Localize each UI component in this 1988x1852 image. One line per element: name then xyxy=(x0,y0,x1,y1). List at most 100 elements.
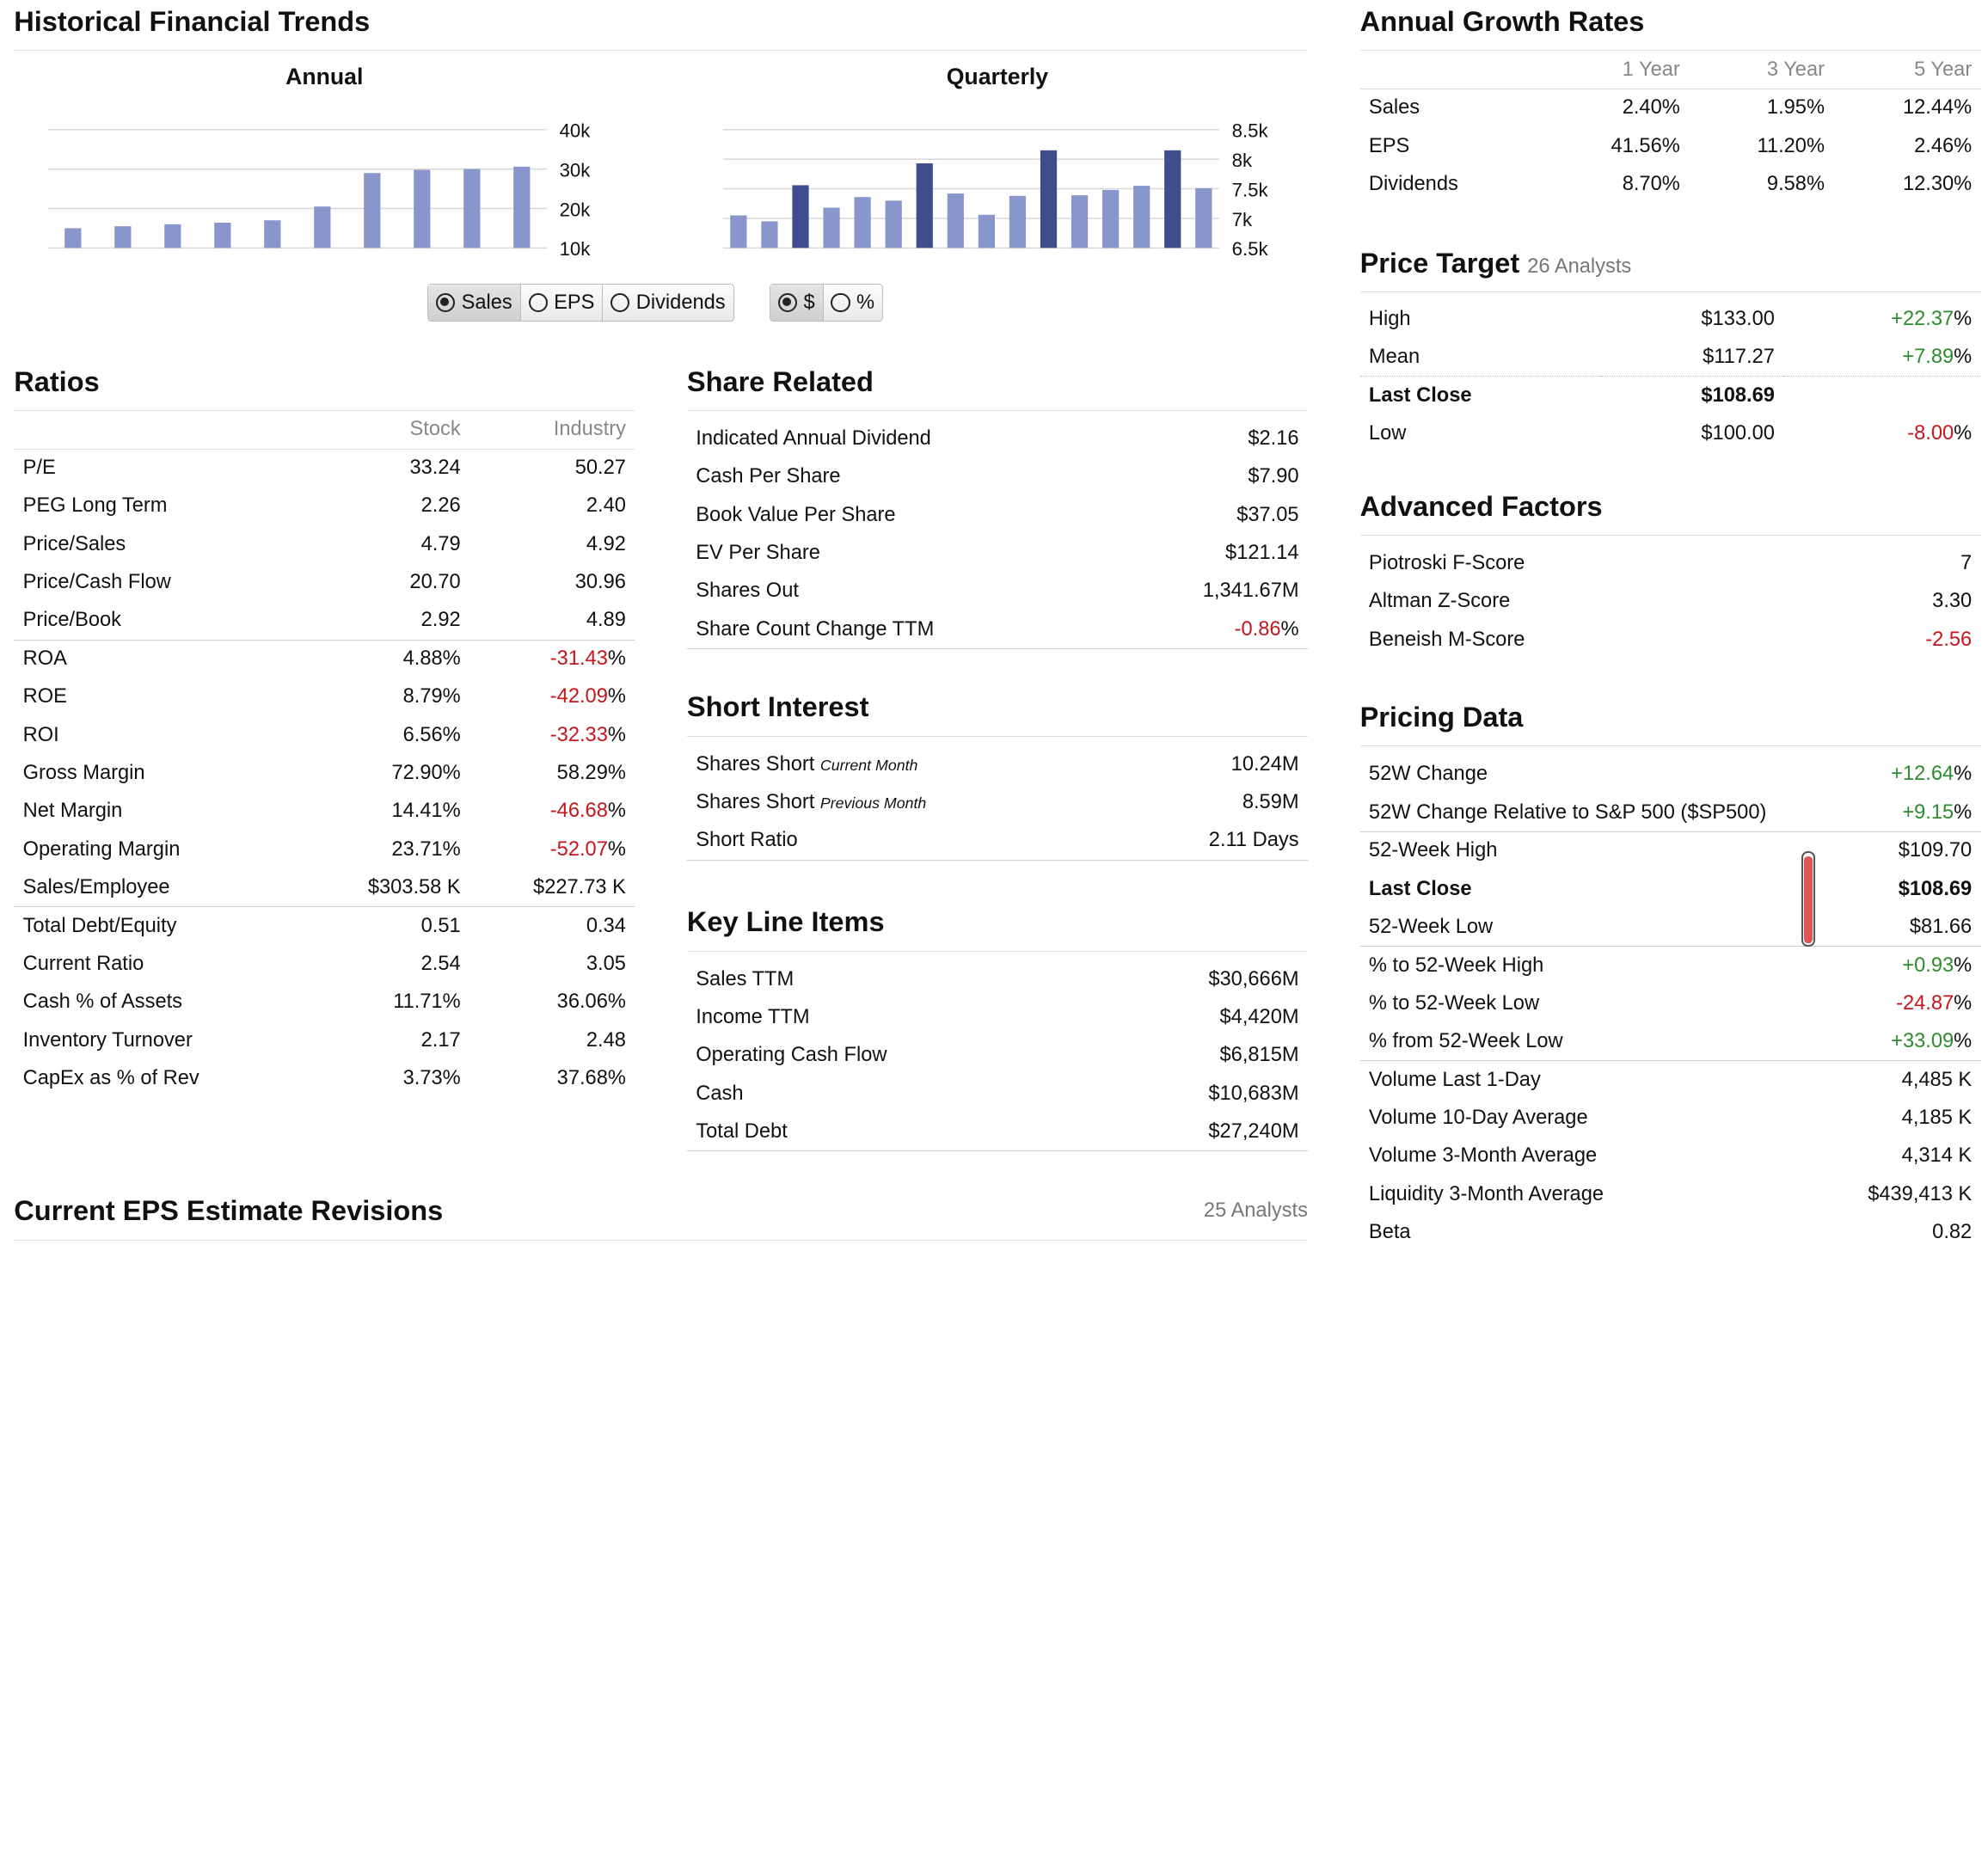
chart-bar[interactable] xyxy=(164,224,181,248)
price-target-row: Low $100.00 -8.00% xyxy=(1360,414,1981,452)
unit-option-dollar[interactable]: $ xyxy=(770,284,824,322)
chart-bar[interactable] xyxy=(854,197,871,248)
advanced-factors-table: Piotroski F-Score 7 Altman Z-Score 3.30 Bene… xyxy=(1360,544,1981,659)
annual-chart: 40k 30k 20k 10k xyxy=(48,120,592,260)
growth-row: Dividends 8.70% 9.58% 12.30% xyxy=(1360,165,1981,203)
chart-bar[interactable] xyxy=(729,215,746,248)
chart-bar[interactable] xyxy=(364,173,381,248)
chart-bar[interactable] xyxy=(1101,190,1119,248)
ratio-industry-value: 50.27 xyxy=(574,457,626,480)
pricing-label: Volume 10-Day Average xyxy=(1368,1106,1588,1129)
growth-row: EPS 41.56% 11.20% 2.46% xyxy=(1360,127,1981,165)
advanced-factors-section: Advanced Factors Piotroski F-Score 7 Altma… xyxy=(1359,485,1981,659)
unit-toggle-group: $ % xyxy=(770,283,883,322)
chart-bar[interactable] xyxy=(947,193,964,248)
key-line-item-row: Operating Cash Flow $6,815M xyxy=(687,1037,1308,1075)
growth-value: 9.58% xyxy=(1766,172,1825,195)
unit-option-percent[interactable]: % xyxy=(824,285,882,321)
col-header-5-year: 5 Year xyxy=(1833,51,1981,90)
ratio-label: Price/Sales xyxy=(22,532,126,555)
chart-bar[interactable] xyxy=(264,220,281,248)
chart-bar[interactable] xyxy=(214,223,231,248)
y-tick-label: 8k xyxy=(1231,150,1252,171)
chart-bar[interactable] xyxy=(414,169,431,248)
ratios-section: Ratios Stock Industry P/E 33.24 50.27 PEG L… xyxy=(14,360,635,1098)
ratio-industry-value: 36.06% xyxy=(556,990,626,1014)
pricing-data-section: Pricing Data 52W Change +12.64% 52W Change… xyxy=(1359,696,1981,1251)
ratio-label: Sales/Employee xyxy=(14,868,304,908)
short-interest-table: Shares Short Current Month 10.24M Shares S… xyxy=(686,745,1308,861)
ratio-label: Net Margin xyxy=(22,800,123,823)
pricing-row: 52-Week High $109.70 xyxy=(1360,832,1981,870)
chart-bar[interactable] xyxy=(1009,195,1026,248)
radio-icon xyxy=(611,293,630,313)
ratio-stock-value: 14.41% xyxy=(391,800,461,823)
ratio-label: Total Debt/Equity xyxy=(22,914,177,937)
advanced-factor-value: -2.56 xyxy=(1925,628,1973,651)
metric-toggle-group: Sales EPS Dividends xyxy=(427,283,734,322)
radio-selected-icon xyxy=(435,293,456,313)
y-tick-label: 30k xyxy=(560,160,592,181)
col-header-1-year: 1 Year xyxy=(1541,51,1690,90)
pricing-row: Volume Last 1-Day 4,485 K xyxy=(1360,1061,1981,1099)
chart-bar[interactable] xyxy=(64,228,82,248)
chart-bar[interactable] xyxy=(513,167,531,248)
key-line-items-table: Sales TTM $30,666M Income TTM $4,420M Operat… xyxy=(686,960,1308,1152)
chart-bar[interactable] xyxy=(314,206,331,248)
chart-bar[interactable] xyxy=(1163,150,1181,248)
growth-value: 41.56% xyxy=(1611,134,1680,157)
chart-bar[interactable] xyxy=(463,169,481,248)
ratios-title: Ratios xyxy=(14,360,635,411)
chart-bar[interactable] xyxy=(1040,150,1057,248)
chart-bar[interactable] xyxy=(114,226,132,248)
share-related-row: Cash Per Share $7.90 xyxy=(687,458,1308,496)
price-target-value: $108.69 xyxy=(1701,383,1775,407)
chart-bar[interactable] xyxy=(1194,188,1212,248)
chart-bar[interactable] xyxy=(760,221,778,248)
key-line-items-section: Key Line Items Sales TTM $30,666M Income T… xyxy=(686,900,1308,1152)
pricing-value: 4,485 K xyxy=(1901,1068,1973,1091)
metric-option-dividends[interactable]: Dividends xyxy=(603,285,733,321)
chart-bar[interactable] xyxy=(885,200,902,248)
share-related-label: Book Value Per Share xyxy=(696,503,896,526)
chart-bar[interactable] xyxy=(978,214,995,248)
share-related-value: 1,341.67M xyxy=(1202,580,1299,603)
growth-label: Sales xyxy=(1368,96,1420,120)
ratio-label: ROE xyxy=(22,685,67,708)
short-interest-row: Short Ratio 2.11 Days xyxy=(687,822,1308,860)
short-interest-title: Short Interest xyxy=(686,685,1308,737)
advanced-factor-row: Altman Z-Score 3.30 xyxy=(1360,583,1981,621)
metric-option-sales[interactable]: Sales xyxy=(428,284,521,322)
pricing-row: 52W Change Relative to S&P 500 ($SP500) +… xyxy=(1359,794,1981,833)
short-interest-label: Shares Short Current Month xyxy=(696,752,918,776)
ratio-label: Inventory Turnover xyxy=(22,1028,193,1052)
advanced-factor-row: Piotroski F-Score 7 xyxy=(1360,544,1981,582)
radio-icon xyxy=(528,293,548,313)
chart-bar[interactable] xyxy=(822,207,840,248)
ratio-row: CapEx as % of Rev 3.73% 37.68% xyxy=(14,1059,635,1097)
key-line-item-value: $30,666M xyxy=(1208,967,1299,990)
ratio-stock-value: 2.26 xyxy=(420,494,461,518)
historical-trends-section: Historical Financial Trends xyxy=(14,0,1308,52)
chart-bar[interactable] xyxy=(791,185,809,248)
chart-bar[interactable] xyxy=(1132,186,1150,248)
ratio-label: ROA xyxy=(22,647,67,671)
chart-bar[interactable] xyxy=(1071,195,1088,248)
ratio-row: P/E 33.24 50.27 xyxy=(14,449,635,487)
growth-title: Annual Growth Rates xyxy=(1359,0,1981,52)
price-target-value: $133.00 xyxy=(1701,307,1775,330)
annual-chart-title: Annual xyxy=(285,63,364,89)
short-interest-row: Shares Short Current Month 10.24M xyxy=(687,745,1308,783)
price-target-change: -8.00% xyxy=(1907,421,1973,445)
ratio-row: PEG Long Term 2.26 2.40 xyxy=(14,488,635,525)
ratio-label: Price/Cash Flow xyxy=(22,571,171,594)
metric-option-eps[interactable]: EPS xyxy=(521,284,604,322)
chart-bar[interactable] xyxy=(916,163,933,248)
y-tick-label: 7k xyxy=(1231,209,1252,230)
price-target-change: +22.37% xyxy=(1891,307,1973,330)
growth-value: 12.30% xyxy=(1902,172,1973,195)
pricing-value: $439,413 K xyxy=(1868,1182,1973,1205)
pricing-value: +33.09% xyxy=(1839,1022,1981,1062)
key-line-item-label: Income TTM xyxy=(696,1006,810,1029)
y-tick-label: 10k xyxy=(560,238,592,260)
